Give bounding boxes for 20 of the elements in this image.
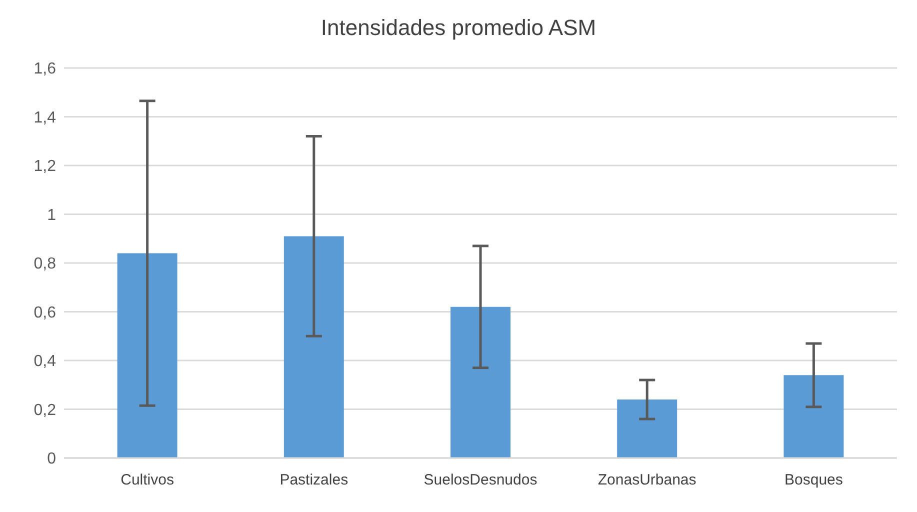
y-tick-label: 0,2 — [34, 402, 56, 419]
x-tick-label: ZonasUrbanas — [598, 472, 696, 489]
bar — [117, 253, 178, 458]
y-tick-label: 0,8 — [34, 256, 56, 273]
chart-title: Intensidades promedio ASM — [320, 14, 598, 42]
y-tick-label: 0 — [47, 450, 56, 468]
y-tick-label: 0,6 — [34, 304, 56, 322]
bar — [784, 375, 844, 458]
bar — [450, 306, 510, 458]
y-tick-label: 1,2 — [34, 158, 56, 176]
y-tick-label: 0,4 — [34, 353, 56, 370]
y-tick-label: 1,4 — [34, 109, 56, 126]
y-tick-label: 1 — [47, 206, 56, 224]
x-tick-label: Pastizales — [280, 472, 348, 489]
x-tick-label: Bosques — [784, 472, 843, 489]
x-tick-label: Cultivos — [120, 472, 174, 489]
bar — [284, 236, 344, 458]
x-tick-label: SuelosDesnudos — [424, 472, 538, 489]
y-tick-label: 1,6 — [34, 60, 56, 78]
bar — [617, 400, 678, 458]
